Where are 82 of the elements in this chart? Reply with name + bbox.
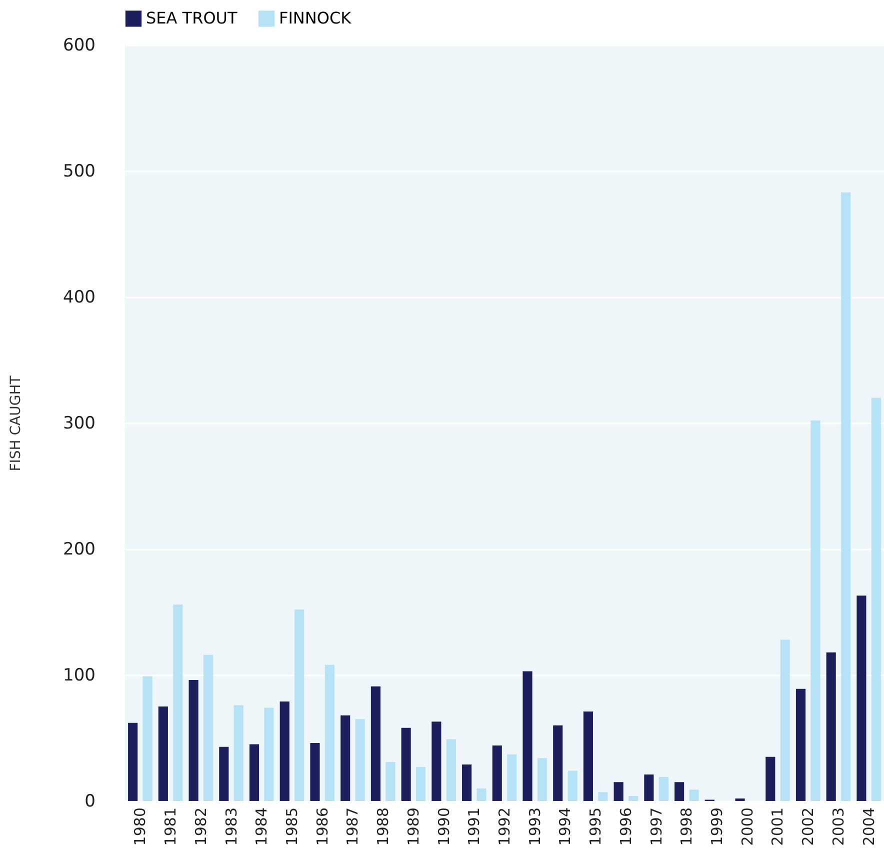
bar [340,715,350,801]
bar [766,756,776,801]
bar [598,792,608,801]
bar [280,701,290,801]
bar [310,743,320,801]
x-tick-label: 1996 [616,808,635,846]
x-tick-label: 1980 [131,808,150,846]
y-tick-label: 100 [63,666,96,686]
x-tick-label: 2002 [799,808,818,846]
bar [614,782,624,801]
bar [689,790,699,801]
bar [476,788,486,801]
bar [492,746,502,801]
x-tick-label: 1997 [647,808,666,846]
y-tick-label: 0 [84,792,96,812]
x-tick-label: 1991 [465,808,484,846]
x-tick-label: 1990 [434,808,453,846]
bar [249,744,260,801]
x-tick-label: 1988 [374,808,392,846]
bar [674,782,684,801]
x-tick-label: 1982 [192,808,210,846]
bar [203,654,214,801]
x-tick-label: 1993 [526,808,544,846]
bar [826,652,836,801]
bar [871,398,881,801]
bar [401,728,411,801]
bar [370,686,380,801]
bar [142,676,152,801]
y-axis-title: FISH CAUGHT [8,375,24,472]
bar [568,770,578,801]
bar [128,722,138,801]
y-tick-label: 300 [63,414,96,434]
x-tick-label: 2000 [738,808,756,846]
bar [856,596,866,801]
x-tick-label: 1989 [404,808,422,846]
x-tick-label: 1995 [586,808,605,846]
legend-label: FINNOCK [279,8,352,28]
bar [219,746,229,801]
bar [446,739,456,801]
bar [294,609,304,801]
bar [553,725,563,801]
x-tick-label: 1992 [496,808,514,846]
bar [355,719,365,801]
y-tick-label: 200 [63,540,96,560]
x-tick-label: 1987 [344,808,362,846]
bar [644,774,654,801]
bar [537,758,548,801]
bar [735,798,745,801]
bar [324,664,334,801]
x-tick-label: 1994 [556,808,574,846]
bar [841,192,851,801]
legend-label: SEA TROUT [146,8,238,28]
x-tick-label: 1999 [708,808,726,846]
bar [507,754,517,801]
x-tick-label: 1985 [282,808,301,846]
x-tick-label: 1983 [222,808,240,846]
bar [416,766,426,801]
bar [796,688,806,801]
x-tick-label: 2001 [768,808,787,846]
x-tick-label: 1986 [313,808,332,846]
bar [628,796,638,801]
bar [522,671,532,801]
bar [173,604,183,801]
bar [234,705,244,801]
bar [264,708,274,801]
x-tick-label: 1981 [162,808,180,846]
y-tick-label: 400 [63,288,96,308]
y-tick-label: 500 [63,162,96,182]
bar [780,640,790,801]
x-tick-label: 1998 [678,808,696,846]
bar [386,762,396,801]
bar [810,420,820,801]
bar [158,706,168,801]
x-tick-label: 1984 [252,808,271,846]
bar [432,722,442,801]
x-tick-label: 2003 [829,808,848,846]
y-tick-label: 600 [63,36,96,56]
bar [462,764,472,801]
bar [658,777,668,801]
bar [188,680,198,801]
bar [583,712,594,801]
x-tick-label: 2004 [860,808,878,846]
